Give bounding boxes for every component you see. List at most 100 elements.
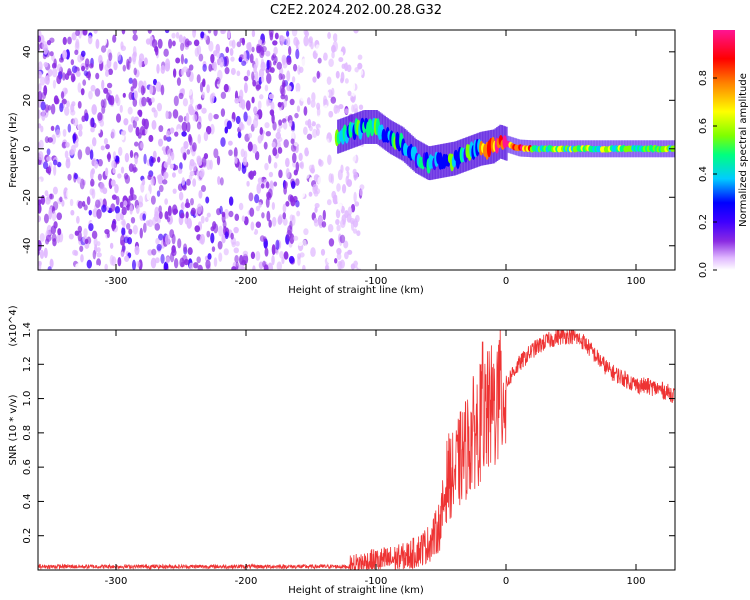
heatmap-noise-cell — [343, 58, 348, 64]
heatmap-noise-cell — [274, 32, 279, 40]
heatmap-noise-cell — [57, 228, 62, 236]
heatmap-noise-cell — [291, 121, 296, 132]
heatmap-noise-cell — [216, 155, 221, 166]
heatmap-noise-cell — [88, 209, 92, 216]
heatmap-noise-cell — [96, 258, 101, 267]
heatmap-noise-cell — [273, 181, 278, 187]
heatmap-noise-cell — [185, 112, 190, 124]
heatmap-noise-cell — [72, 133, 77, 144]
heatmap-noise-cell — [88, 223, 94, 232]
heatmap-noise-cell — [52, 186, 58, 195]
heatmap-noise-cell — [59, 102, 64, 113]
heatmap-noise-cell — [307, 144, 312, 153]
heatmap-noise-cell — [339, 87, 345, 98]
heatmap-noise-cell — [156, 243, 162, 251]
heatmap-noise-cell — [295, 48, 300, 60]
bottom-ytick-label: 0.6 — [22, 459, 33, 475]
heatmap-noise-cell — [134, 116, 139, 122]
heatmap-noise-cell — [117, 173, 122, 179]
heatmap-noise-cell — [347, 90, 352, 97]
heatmap-noise-cell — [282, 212, 287, 220]
heatmap-noise-cell — [220, 30, 227, 35]
heatmap-noise-cell — [39, 232, 45, 242]
heatmap-noise-cell — [303, 35, 309, 47]
heatmap-noise-cell — [288, 119, 293, 128]
heatmap-noise-cell — [180, 68, 185, 76]
heatmap-noise-cell — [320, 248, 326, 256]
heatmap-noise-cell — [254, 150, 260, 161]
heatmap-noise-cell — [207, 206, 214, 212]
heatmap-noise-cell — [38, 123, 42, 129]
heatmap-noise-cell — [338, 104, 344, 110]
heatmap-noise-cell — [216, 51, 221, 58]
heatmap-noise-cell — [132, 78, 138, 89]
heatmap-noise-cell — [352, 147, 358, 156]
heatmap-noise-cell — [312, 76, 317, 83]
heatmap-noise-cell — [141, 179, 146, 186]
heatmap-noise-cell — [277, 128, 281, 134]
heatmap-noise-cell — [346, 179, 353, 187]
heatmap-noise-cell — [350, 95, 355, 102]
heatmap-noise-cell — [234, 156, 238, 164]
heatmap-noise-cell — [295, 178, 300, 186]
heatmap-noise-cell — [62, 128, 67, 137]
heatmap-noise-cell — [264, 122, 270, 129]
heatmap-noise-cell — [272, 121, 277, 131]
heatmap-noise-cell — [156, 190, 161, 197]
heatmap-noise-cell — [207, 253, 212, 260]
heatmap-noise-cell — [353, 191, 357, 203]
heatmap-noise-cell — [179, 162, 183, 170]
heatmap-noise-cell — [243, 82, 248, 94]
heatmap-noise-cell — [53, 164, 57, 176]
heatmap-noise-cell — [106, 153, 111, 160]
heatmap-noise-cell — [293, 235, 299, 241]
heatmap-noise-cell — [196, 203, 202, 215]
heatmap-noise-cell — [210, 232, 215, 244]
heatmap-noise-cell — [310, 99, 316, 108]
heatmap-noise-cell — [318, 238, 324, 245]
heatmap-noise-cell — [192, 142, 197, 152]
heatmap-noise-cell — [165, 110, 169, 120]
heatmap-noise-cell — [230, 56, 235, 62]
heatmap-noise-cell — [204, 216, 209, 223]
heatmap-noise-cell — [69, 198, 74, 207]
heatmap-noise-cell — [224, 67, 230, 75]
heatmap-noise-cell — [291, 30, 298, 37]
heatmap-noise-cell — [304, 90, 310, 96]
bottom-xtick-label: 100 — [626, 576, 645, 587]
heatmap-noise-cell — [291, 76, 296, 84]
heatmap-noise-cell — [67, 173, 72, 181]
heatmap-noise-cell — [303, 30, 308, 36]
heatmap-noise-cell — [318, 158, 322, 166]
heatmap-noise-cell — [291, 180, 296, 190]
heatmap-noise-cell — [121, 206, 127, 216]
heatmap-noise-cell — [205, 259, 211, 269]
heatmap-noise-cell — [263, 141, 268, 150]
heatmap-noise-cell — [291, 214, 296, 226]
heatmap-noise-cell — [240, 266, 246, 270]
heatmap-noise-cell — [120, 129, 127, 136]
heatmap-noise-cell — [344, 251, 349, 260]
heatmap-noise-cell — [61, 199, 65, 207]
heatmap-noise-cell — [201, 91, 206, 99]
heatmap-noise-cell — [266, 73, 272, 84]
heatmap-noise-cell — [165, 256, 170, 264]
heatmap-noise-cell — [354, 56, 359, 66]
heatmap-noise-cell — [359, 188, 364, 196]
heatmap-noise-cell — [226, 120, 232, 130]
heatmap-noise-cell — [242, 250, 249, 256]
heatmap-noise-cell — [52, 79, 57, 89]
heatmap-noise-cell — [99, 119, 105, 127]
heatmap-noise-cell — [129, 186, 134, 197]
heatmap-noise-cell — [60, 91, 65, 100]
heatmap-noise-cell — [260, 58, 265, 68]
colorbar-tick-label: 0.4 — [698, 166, 709, 182]
heatmap-noise-cell — [106, 82, 113, 89]
heatmap-noise-cell — [335, 70, 340, 79]
heatmap-noise-cell — [261, 212, 265, 219]
heatmap-noise-cell — [158, 125, 164, 133]
heatmap-noise-cell — [82, 30, 88, 36]
heatmap-noise-cell — [180, 42, 185, 52]
heatmap-noise-cell — [55, 129, 61, 138]
heatmap-noise-cell — [155, 81, 162, 92]
